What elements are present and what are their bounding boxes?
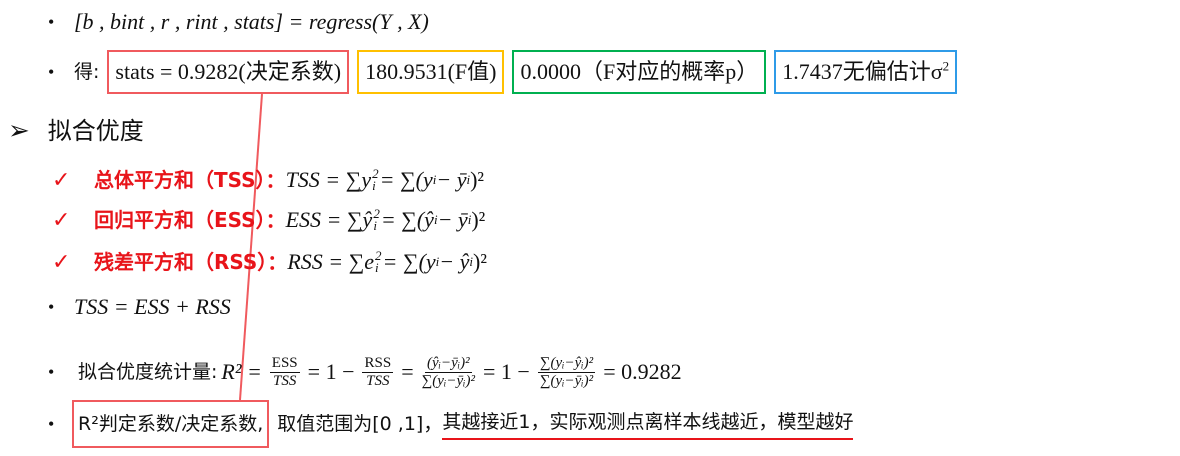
result-prefix: 得: <box>74 61 100 83</box>
check-icon: ✓ <box>52 207 71 232</box>
check-item: ✓ 回归平方和（ESS）： ESS = ∑ŷ 2 i = ∑(ŷ i − ȳ i)² <box>52 206 486 233</box>
check-label: 总体平方和（TSS）： <box>94 168 286 192</box>
stats-box: stats = 0.9282(决定系数) <box>107 50 350 94</box>
f-value: 180.9531(F值) <box>365 59 497 84</box>
bullet: • <box>48 414 55 434</box>
section-title: 拟合优度 <box>47 117 144 145</box>
regress-line: • [b , bint , r , rint , stats] = regres… <box>0 8 429 36</box>
goodness-formula: • 拟合优度统计量: R² = ESS TSS = 1 − RSS TSS = (ŷ… <box>0 350 682 394</box>
check-item: ✓ 总体平方和（TSS）： TSS = ∑y 2 i = ∑(y i − ȳ i)² <box>52 166 485 193</box>
underlined-text: 其越接近1，实际观测点离样本线越近，模型越好 <box>442 408 854 440</box>
bullet: • <box>48 12 55 32</box>
bullet: • <box>48 362 55 382</box>
sigma-box: 1.7437无偏估计σ2 <box>774 50 958 94</box>
bullet: • <box>48 62 55 82</box>
stats-value: stats = 0.9282(决定系数) <box>115 59 342 84</box>
p-value: 0.0000（F对应的概率p） <box>520 59 759 84</box>
check-label: 残差平方和（RSS）： <box>94 250 288 274</box>
f-value-box: 180.9531(F值) <box>357 50 505 94</box>
check-icon: ✓ <box>52 167 71 192</box>
check-item: ✓ 残差平方和（RSS）： RSS = ∑e 2 i = ∑(y i − ŷ i)² <box>52 248 487 275</box>
results-line: • 得: stats = 0.9282(决定系数) 180.9531(F值) 0… <box>0 50 958 94</box>
check-icon: ✓ <box>52 249 71 274</box>
identity-line: • TSS = ESS + RSS <box>0 293 231 321</box>
arrow-icon: ➢ <box>8 116 30 145</box>
regress-formula: [b , bint , r , rint , stats] = regress(… <box>74 9 429 34</box>
identity-formula: TSS = ESS + RSS <box>74 294 231 319</box>
section-heading: ➢ 拟合优度 <box>0 114 144 148</box>
last-line: • R²判定系数/决定系数, 取值范围为[0 ,1]， 其越接近1，实际观测点离… <box>0 400 854 448</box>
sigma-value: 1.7437无偏估计σ2 <box>782 58 950 84</box>
bullet: • <box>48 297 55 317</box>
check-label: 回归平方和（ESS）： <box>94 208 286 232</box>
r2-box: R²判定系数/决定系数, <box>72 400 270 448</box>
p-value-box: 0.0000（F对应的概率p） <box>512 50 767 94</box>
